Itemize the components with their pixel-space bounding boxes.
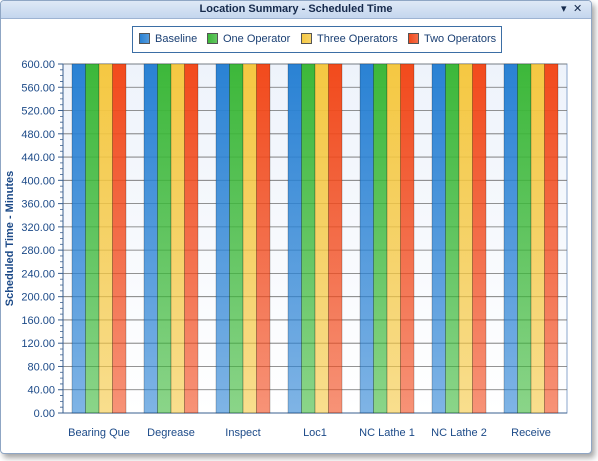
y-tick-label: 560.00: [21, 82, 55, 94]
y-axis-title: Scheduled Time - Minutes: [4, 171, 16, 307]
bar: [473, 64, 487, 413]
x-tick-label: Bearing Que: [68, 427, 130, 439]
bar: [302, 64, 316, 413]
y-tick-label: 80.00: [27, 361, 55, 373]
chart-legend: Baseline One Operator Three Operators Tw…: [132, 26, 502, 53]
y-tick-label: 480.00: [21, 129, 55, 141]
legend-swatch-two-operators: [408, 33, 419, 44]
bar: [158, 64, 172, 413]
legend-item-baseline: Baseline: [139, 33, 197, 45]
bar: [257, 64, 271, 413]
y-tick-label: 40.00: [27, 385, 55, 397]
y-tick-label: 160.00: [21, 315, 55, 327]
bar: [171, 64, 185, 413]
bar: [446, 64, 460, 413]
y-tick-label: 120.00: [21, 338, 55, 350]
y-tick-label: 0.00: [34, 408, 55, 420]
bar: [243, 64, 257, 413]
bar: [72, 64, 86, 413]
bar: [518, 64, 532, 413]
bar: [86, 64, 100, 413]
bar: [387, 64, 401, 413]
bar: [144, 64, 158, 413]
bar: [288, 64, 302, 413]
y-tick-label: 520.00: [21, 106, 55, 118]
bar: [113, 64, 127, 413]
y-tick-label: 600.00: [21, 59, 55, 71]
bar: [374, 64, 388, 413]
legend-swatch-one-operator: [207, 33, 218, 44]
x-tick-label: NC Lathe 1: [359, 427, 415, 439]
x-tick-label: Inspect: [225, 427, 260, 439]
y-tick-label: 280.00: [21, 245, 55, 257]
y-tick-label: 400.00: [21, 175, 55, 187]
y-tick-label: 320.00: [21, 222, 55, 234]
y-tick-label: 200.00: [21, 292, 55, 304]
bar: [545, 64, 559, 413]
bar-chart: 0.00 40.00 80.00 120.00 160.00 200.00 240.00 28…: [1, 1, 591, 453]
bar: [504, 64, 518, 413]
y-tick-label: 240.00: [21, 268, 55, 280]
bar: [315, 64, 329, 413]
bar: [216, 64, 230, 413]
chart-window: Location Summary - Scheduled Time ▾ ✕ 0.…: [0, 0, 592, 454]
y-tick-label: 440.00: [21, 152, 55, 164]
bar: [99, 64, 113, 413]
x-tick-label: Degrease: [147, 427, 195, 439]
x-tick-label: Receive: [511, 427, 551, 439]
x-tick-label: NC Lathe 2: [431, 427, 487, 439]
bar: [459, 64, 473, 413]
bar: [401, 64, 415, 413]
y-tick-label: 360.00: [21, 199, 55, 211]
legend-swatch-baseline: [139, 33, 150, 44]
legend-item-one-operator: One Operator: [207, 33, 290, 45]
bar: [360, 64, 374, 413]
x-tick-label: Loc1: [303, 427, 327, 439]
bar: [432, 64, 446, 413]
bar: [185, 64, 199, 413]
bar: [329, 64, 343, 413]
legend-item-three-operators: Three Operators: [301, 33, 398, 45]
legend-swatch-three-operators: [301, 33, 312, 44]
bar: [230, 64, 244, 413]
legend-item-two-operators: Two Operators: [408, 33, 496, 45]
bar: [531, 64, 545, 413]
